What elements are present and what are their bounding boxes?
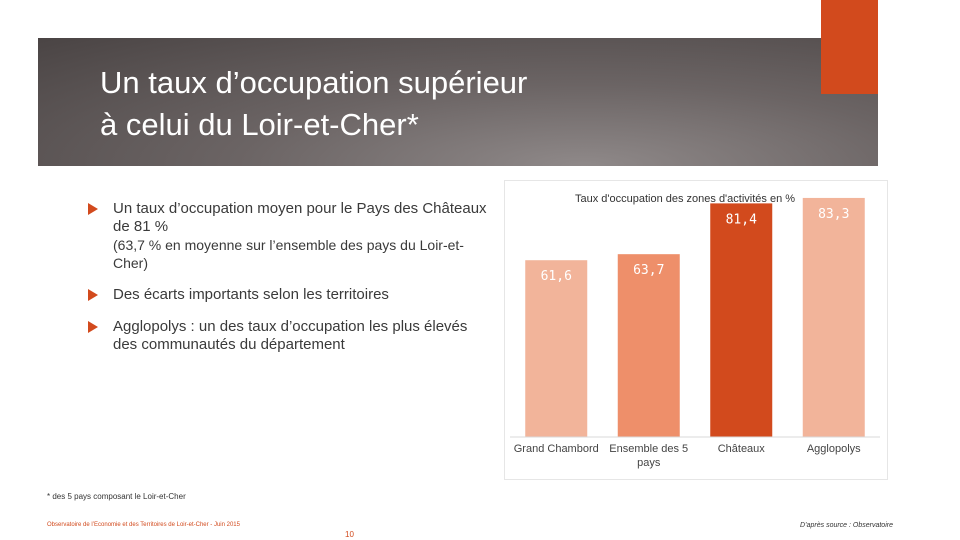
triangle-bullet-icon xyxy=(88,321,98,333)
chart-title: Taux d'occupation des zones d'activités … xyxy=(575,193,795,205)
bullet-list: Un taux d’occupation moyen pour le Pays … xyxy=(88,200,488,368)
data-label: 83,3 xyxy=(818,207,849,222)
footnote: * des 5 pays composant le Loir-et-Cher xyxy=(47,492,186,501)
bullet-subtext: (63,7 % en moyenne sur l’ensemble des pa… xyxy=(113,237,464,271)
accent-bar xyxy=(821,0,878,94)
slide-title: Un taux d’occupation supérieur à celui d… xyxy=(100,65,528,142)
bar xyxy=(802,197,865,437)
bullet-item: Un taux d’occupation moyen pour le Pays … xyxy=(88,200,488,272)
bullet-text: Des écarts importants selon les territoi… xyxy=(113,286,389,303)
bullet-item: Agglopolys : un des taux d’occupation le… xyxy=(88,318,488,354)
data-label: 61,6 xyxy=(541,269,572,284)
page-number: 10 xyxy=(345,530,354,539)
title-band xyxy=(38,38,878,166)
footer-source: Observatoire de l’Economie et des Territ… xyxy=(47,522,240,528)
category-label: Agglopolys xyxy=(807,443,861,455)
bar xyxy=(525,260,588,437)
bullet-text: Agglopolys : un des taux d’occupation le… xyxy=(113,318,468,353)
triangle-bullet-icon xyxy=(88,203,98,215)
category-label: Grand Chambord xyxy=(514,443,599,455)
triangle-bullet-icon xyxy=(88,289,98,301)
category-label: Châteaux xyxy=(718,443,766,455)
bar xyxy=(710,203,773,437)
data-label: 81,4 xyxy=(726,212,757,227)
data-label: 63,7 xyxy=(633,263,664,278)
bar xyxy=(617,254,680,437)
bullet-item: Des écarts importants selon les territoi… xyxy=(88,286,488,304)
category-label: Ensemble des 5 pays xyxy=(609,443,688,469)
footer-credit: D’après source : Observatoire xyxy=(800,522,893,529)
bullet-text: Un taux d’occupation moyen pour le Pays … xyxy=(113,200,487,235)
